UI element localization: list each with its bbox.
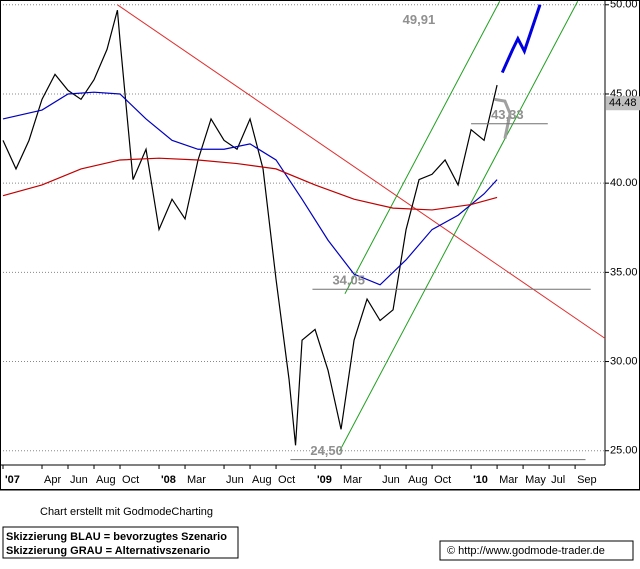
trend-line xyxy=(344,0,501,294)
last-price: 44.48 xyxy=(609,97,637,109)
y-tick-label: 35.00 xyxy=(610,266,638,278)
last-price-box xyxy=(606,96,640,111)
scenario-line xyxy=(500,4,542,74)
x-tick-label: '10 xyxy=(473,474,488,486)
x-tick-label: Oct xyxy=(122,474,139,486)
x-tick-label: '09 xyxy=(317,474,332,486)
x-tick-label: Aug xyxy=(252,474,272,486)
x-tick-label: Oct xyxy=(434,474,451,486)
x-tick-label: '07 xyxy=(5,474,20,486)
y-tick-label: 50.00 xyxy=(610,0,638,11)
legend-line: Skizzierung BLAU = bevorzugtes Szenario xyxy=(6,531,227,543)
chart-frame xyxy=(0,0,640,490)
x-tick-label: Jun xyxy=(382,474,400,486)
y-tick-label: 40.00 xyxy=(610,177,638,189)
y-tick-label: 30.00 xyxy=(610,355,638,367)
x-tick-label: Mar xyxy=(187,474,206,486)
x-tick-label: Mar xyxy=(343,474,362,486)
annotation: 49,91 xyxy=(403,12,436,27)
price-line xyxy=(2,91,498,286)
x-tick-label: May xyxy=(525,474,546,486)
x-tick-label: Jun xyxy=(70,474,88,486)
trend-line xyxy=(339,0,579,451)
annotation: 24,50 xyxy=(310,443,343,458)
scenario-line xyxy=(494,97,512,139)
price-line xyxy=(2,9,498,446)
x-tick-label: Aug xyxy=(408,474,428,486)
trend-line xyxy=(117,4,606,339)
x-tick-label: '08 xyxy=(161,474,176,486)
x-tick-label: Aug xyxy=(96,474,116,486)
x-tick-label: Oct xyxy=(278,474,295,486)
source-box xyxy=(439,540,634,561)
x-tick-label: Jun xyxy=(226,474,244,486)
y-tick-label: 25.00 xyxy=(610,445,638,457)
x-tick-label: Jul xyxy=(551,474,565,486)
price-line xyxy=(2,157,498,211)
annotation: 34,05 xyxy=(332,273,365,288)
credit: Chart erstellt mit GodmodeCharting xyxy=(40,506,213,518)
legend-box xyxy=(2,526,239,559)
x-tick-label: Mar xyxy=(499,474,518,486)
annotation: 43,33 xyxy=(491,107,524,122)
x-tick-label: Apr xyxy=(44,474,61,486)
x-tick-label: Sep xyxy=(577,474,597,486)
source: © http://www.godmode-trader.de xyxy=(447,545,605,557)
legend-line: Skizzierung GRAU = Alternativszenario xyxy=(6,545,210,557)
